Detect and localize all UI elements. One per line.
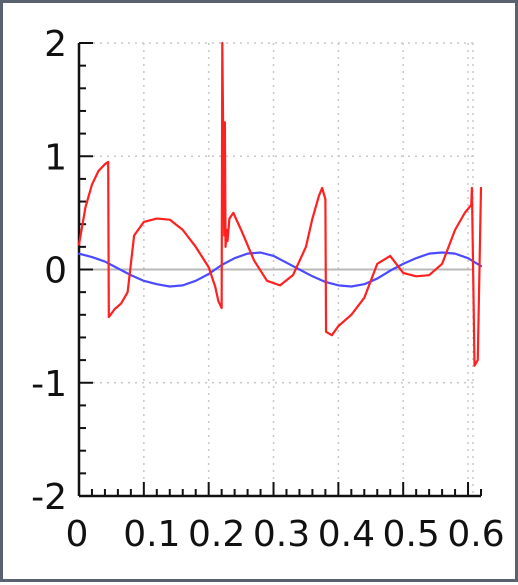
x-tick-label: 0.4 [318, 514, 375, 555]
series-line-blue [77, 251, 483, 288]
y-tick-label: 2 [44, 24, 67, 65]
x-tick-label: 0.6 [447, 514, 504, 555]
x-tick-label: 0.2 [188, 514, 245, 555]
x-tick-label: 0 [66, 514, 89, 555]
x-tick-label: 0.3 [253, 514, 310, 555]
line-chart: 210-1-20 0.1 0.2 0.3 0.4 0.5 0.6 [31, 24, 505, 555]
y-tick-label: -2 [31, 477, 67, 518]
series-line-red [77, 41, 483, 367]
x-tick-label: 0.1 [123, 514, 180, 555]
y-tick-label: 0 [44, 251, 67, 292]
x-tick-label: 0.5 [383, 514, 440, 555]
y-tick-label: 1 [44, 137, 67, 178]
y-tick-label: -1 [31, 364, 67, 405]
